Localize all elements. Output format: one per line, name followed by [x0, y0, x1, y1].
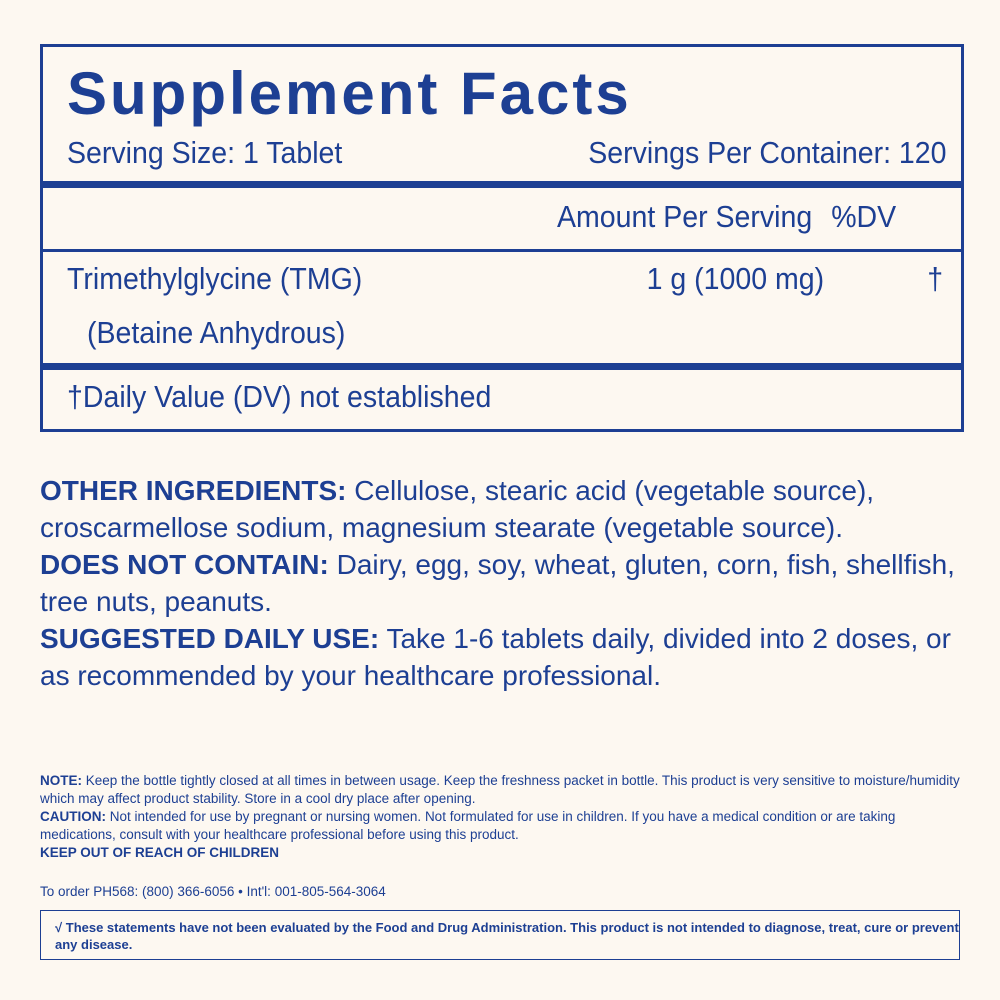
- other-ingredients: OTHER INGREDIENTS: Cellulose, stearic ac…: [40, 472, 960, 546]
- does-not-contain: DOES NOT CONTAIN: Dairy, egg, soy, wheat…: [40, 546, 960, 620]
- amount-header: Amount Per Serving: [557, 199, 813, 234]
- ingredient-sub: (Betaine Anhydrous): [87, 315, 346, 350]
- fda-disclaimer: √ These statements have not been evaluat…: [55, 920, 959, 952]
- suggested-use: SUGGESTED DAILY USE: Take 1-6 tablets da…: [40, 620, 960, 694]
- label: DOES NOT CONTAIN:: [40, 549, 329, 580]
- label: OTHER INGREDIENTS:: [40, 475, 347, 506]
- supplement-facts-panel: Supplement Facts Serving Size: 1 Tablet …: [40, 44, 964, 432]
- servings-per-container: Servings Per Container: 120: [588, 135, 947, 170]
- ingredient-dv: †: [927, 261, 944, 296]
- footnote: †Daily Value (DV) not established: [67, 379, 492, 414]
- label-body: OTHER INGREDIENTS: Cellulose, stearic ac…: [40, 472, 960, 694]
- order-info: To order PH568: (800) 366-6056 • Int'l: …: [40, 884, 386, 899]
- text: Not intended for use by pregnant or nurs…: [40, 809, 896, 842]
- divider: [43, 249, 961, 252]
- label: NOTE:: [40, 773, 82, 788]
- dv-header: %DV: [831, 199, 897, 234]
- label: SUGGESTED DAILY USE:: [40, 623, 380, 654]
- thick-divider: [43, 181, 961, 188]
- text: Dairy, egg, soy, wheat, gluten, corn, fi…: [40, 549, 955, 617]
- ingredient-name: Trimethylglycine (TMG): [67, 261, 363, 296]
- label: CAUTION:: [40, 809, 106, 824]
- caution: CAUTION: Not intended for use by pregnan…: [40, 808, 970, 844]
- note: NOTE: Keep the bottle tightly closed at …: [40, 772, 970, 808]
- text: Keep the bottle tightly closed at all ti…: [40, 773, 960, 806]
- fda-disclaimer-box: √ These statements have not been evaluat…: [40, 910, 960, 960]
- thick-divider: [43, 363, 961, 370]
- text: Cellulose, stearic acid (vegetable sourc…: [40, 475, 875, 543]
- ingredient-row: Trimethylglycine (TMG) 1 g (1000 mg) †: [67, 261, 943, 297]
- warnings: NOTE: Keep the bottle tightly closed at …: [40, 772, 970, 862]
- keep-out: KEEP OUT OF REACH OF CHILDREN: [40, 845, 280, 860]
- ingredient-amount: 1 g (1000 mg): [646, 261, 825, 296]
- amount-header-row: Amount Per Serving %DV: [557, 199, 912, 235]
- serving-row: Serving Size: 1 Tablet Servings Per Cont…: [67, 135, 947, 171]
- panel-title: Supplement Facts: [67, 60, 632, 127]
- text: Take 1-6 tablets daily, divided into 2 d…: [40, 623, 951, 691]
- serving-size: Serving Size: 1 Tablet: [67, 135, 343, 170]
